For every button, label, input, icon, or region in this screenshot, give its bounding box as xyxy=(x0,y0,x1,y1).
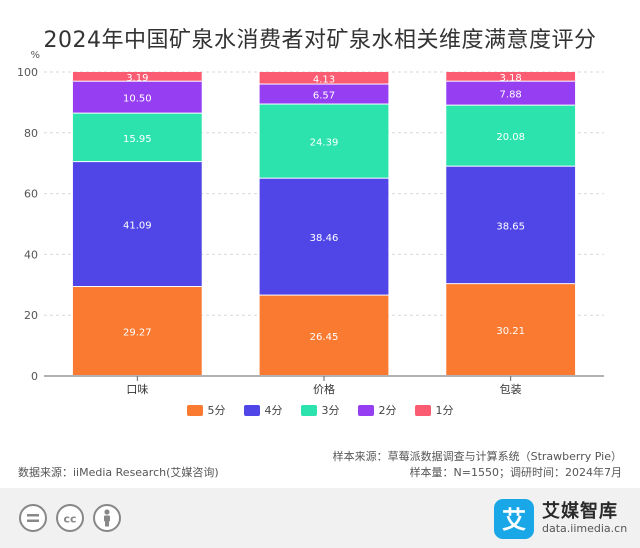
x-tick-label: 口味 xyxy=(126,383,148,396)
brand-logo: 艾 艾媒智库 data.iimedia.cn xyxy=(494,499,627,539)
data-label: 7.88 xyxy=(500,90,522,101)
data-label: 10.50 xyxy=(123,94,152,105)
data-label: 15.95 xyxy=(123,134,152,145)
svg-text:cc: cc xyxy=(63,513,76,526)
legend: 5分 4分 3分 2分 1分 xyxy=(0,402,640,419)
data-label: 41.09 xyxy=(123,221,152,232)
y-tick-label: 40 xyxy=(24,248,38,261)
bar-segment xyxy=(72,72,202,81)
sample-source-note: 样本来源：草莓派数据调查与计算系统（Strawberry Pie） xyxy=(332,450,622,463)
bar-segment xyxy=(259,72,389,84)
brand-mark-icon: 艾 xyxy=(494,499,534,539)
bar-segment xyxy=(259,295,389,375)
chart-title: 2024年中国矿泉水消费者对矿泉水相关维度满意度评分 xyxy=(43,28,597,53)
data-source-note: 数据来源：iiMedia Research(艾媒咨询) xyxy=(18,466,219,479)
data-label: 3.18 xyxy=(500,73,522,84)
data-label: 20.08 xyxy=(496,132,525,143)
y-tick-label: 0 xyxy=(31,370,38,383)
bar-segment xyxy=(259,104,389,178)
x-tick-label: 包装 xyxy=(500,383,522,396)
bar-segment xyxy=(446,105,576,166)
data-label: 24.39 xyxy=(310,138,339,149)
legend-label: 4分 xyxy=(264,404,283,417)
legend-swatch xyxy=(300,404,317,416)
legend-item: 3分 xyxy=(300,402,340,418)
bar-segment xyxy=(259,84,389,104)
stacked-bar-chart: 0 20 40 60 80 100% 29.27 41.09 15.95 10.50 3.19 口味 2… xyxy=(17,50,604,396)
legend-swatch xyxy=(243,404,260,416)
legend-label: 2分 xyxy=(378,404,397,417)
y-tick-label: 20 xyxy=(24,309,38,322)
sample-size-note: 样本量：N=1550；调研时间：2024年7月 xyxy=(409,466,622,479)
bar-segment xyxy=(72,162,202,287)
data-label: 38.46 xyxy=(310,233,339,244)
legend-item: 2分 xyxy=(357,402,397,418)
legend-swatch xyxy=(186,404,203,416)
license-icons: cc xyxy=(18,503,122,533)
data-label: 29.27 xyxy=(123,328,152,339)
data-label: 3.19 xyxy=(126,73,148,84)
bar-segment xyxy=(446,284,576,375)
data-label: 38.65 xyxy=(496,221,525,232)
brand-url: data.iimedia.cn xyxy=(542,522,628,535)
legend-label: 3分 xyxy=(321,404,340,417)
data-label: 30.21 xyxy=(496,326,525,337)
person-icon xyxy=(93,504,121,532)
y-tick-label: 100 xyxy=(17,66,38,79)
bar-segment xyxy=(446,81,576,105)
legend-swatch xyxy=(357,404,374,416)
data-label: 26.45 xyxy=(310,332,339,343)
legend-item: 1分 xyxy=(414,402,454,418)
y-axis-label: % xyxy=(30,50,40,61)
brand-name: 艾媒智库 xyxy=(542,501,618,522)
legend-item: 5分 xyxy=(186,402,226,418)
legend-label: 1分 xyxy=(435,404,454,417)
legend-item: 4分 xyxy=(243,402,283,418)
bar-segment xyxy=(72,113,202,162)
data-label: 6.57 xyxy=(313,91,335,102)
bar-segment xyxy=(72,287,202,375)
cc-icon: cc xyxy=(56,504,84,532)
legend-label: 5分 xyxy=(207,404,226,417)
bar-segment xyxy=(446,166,576,284)
bar-segment xyxy=(446,72,576,81)
x-tick-label: 价格 xyxy=(313,382,335,396)
equals-icon xyxy=(19,504,47,532)
y-tick-label: 80 xyxy=(24,127,38,140)
y-tick-label: 60 xyxy=(24,188,38,201)
bar-segment xyxy=(72,81,202,113)
legend-swatch xyxy=(414,404,431,416)
svg-text:艾: 艾 xyxy=(502,506,526,534)
data-label: 4.13 xyxy=(313,74,335,85)
bar-segment xyxy=(259,178,389,295)
